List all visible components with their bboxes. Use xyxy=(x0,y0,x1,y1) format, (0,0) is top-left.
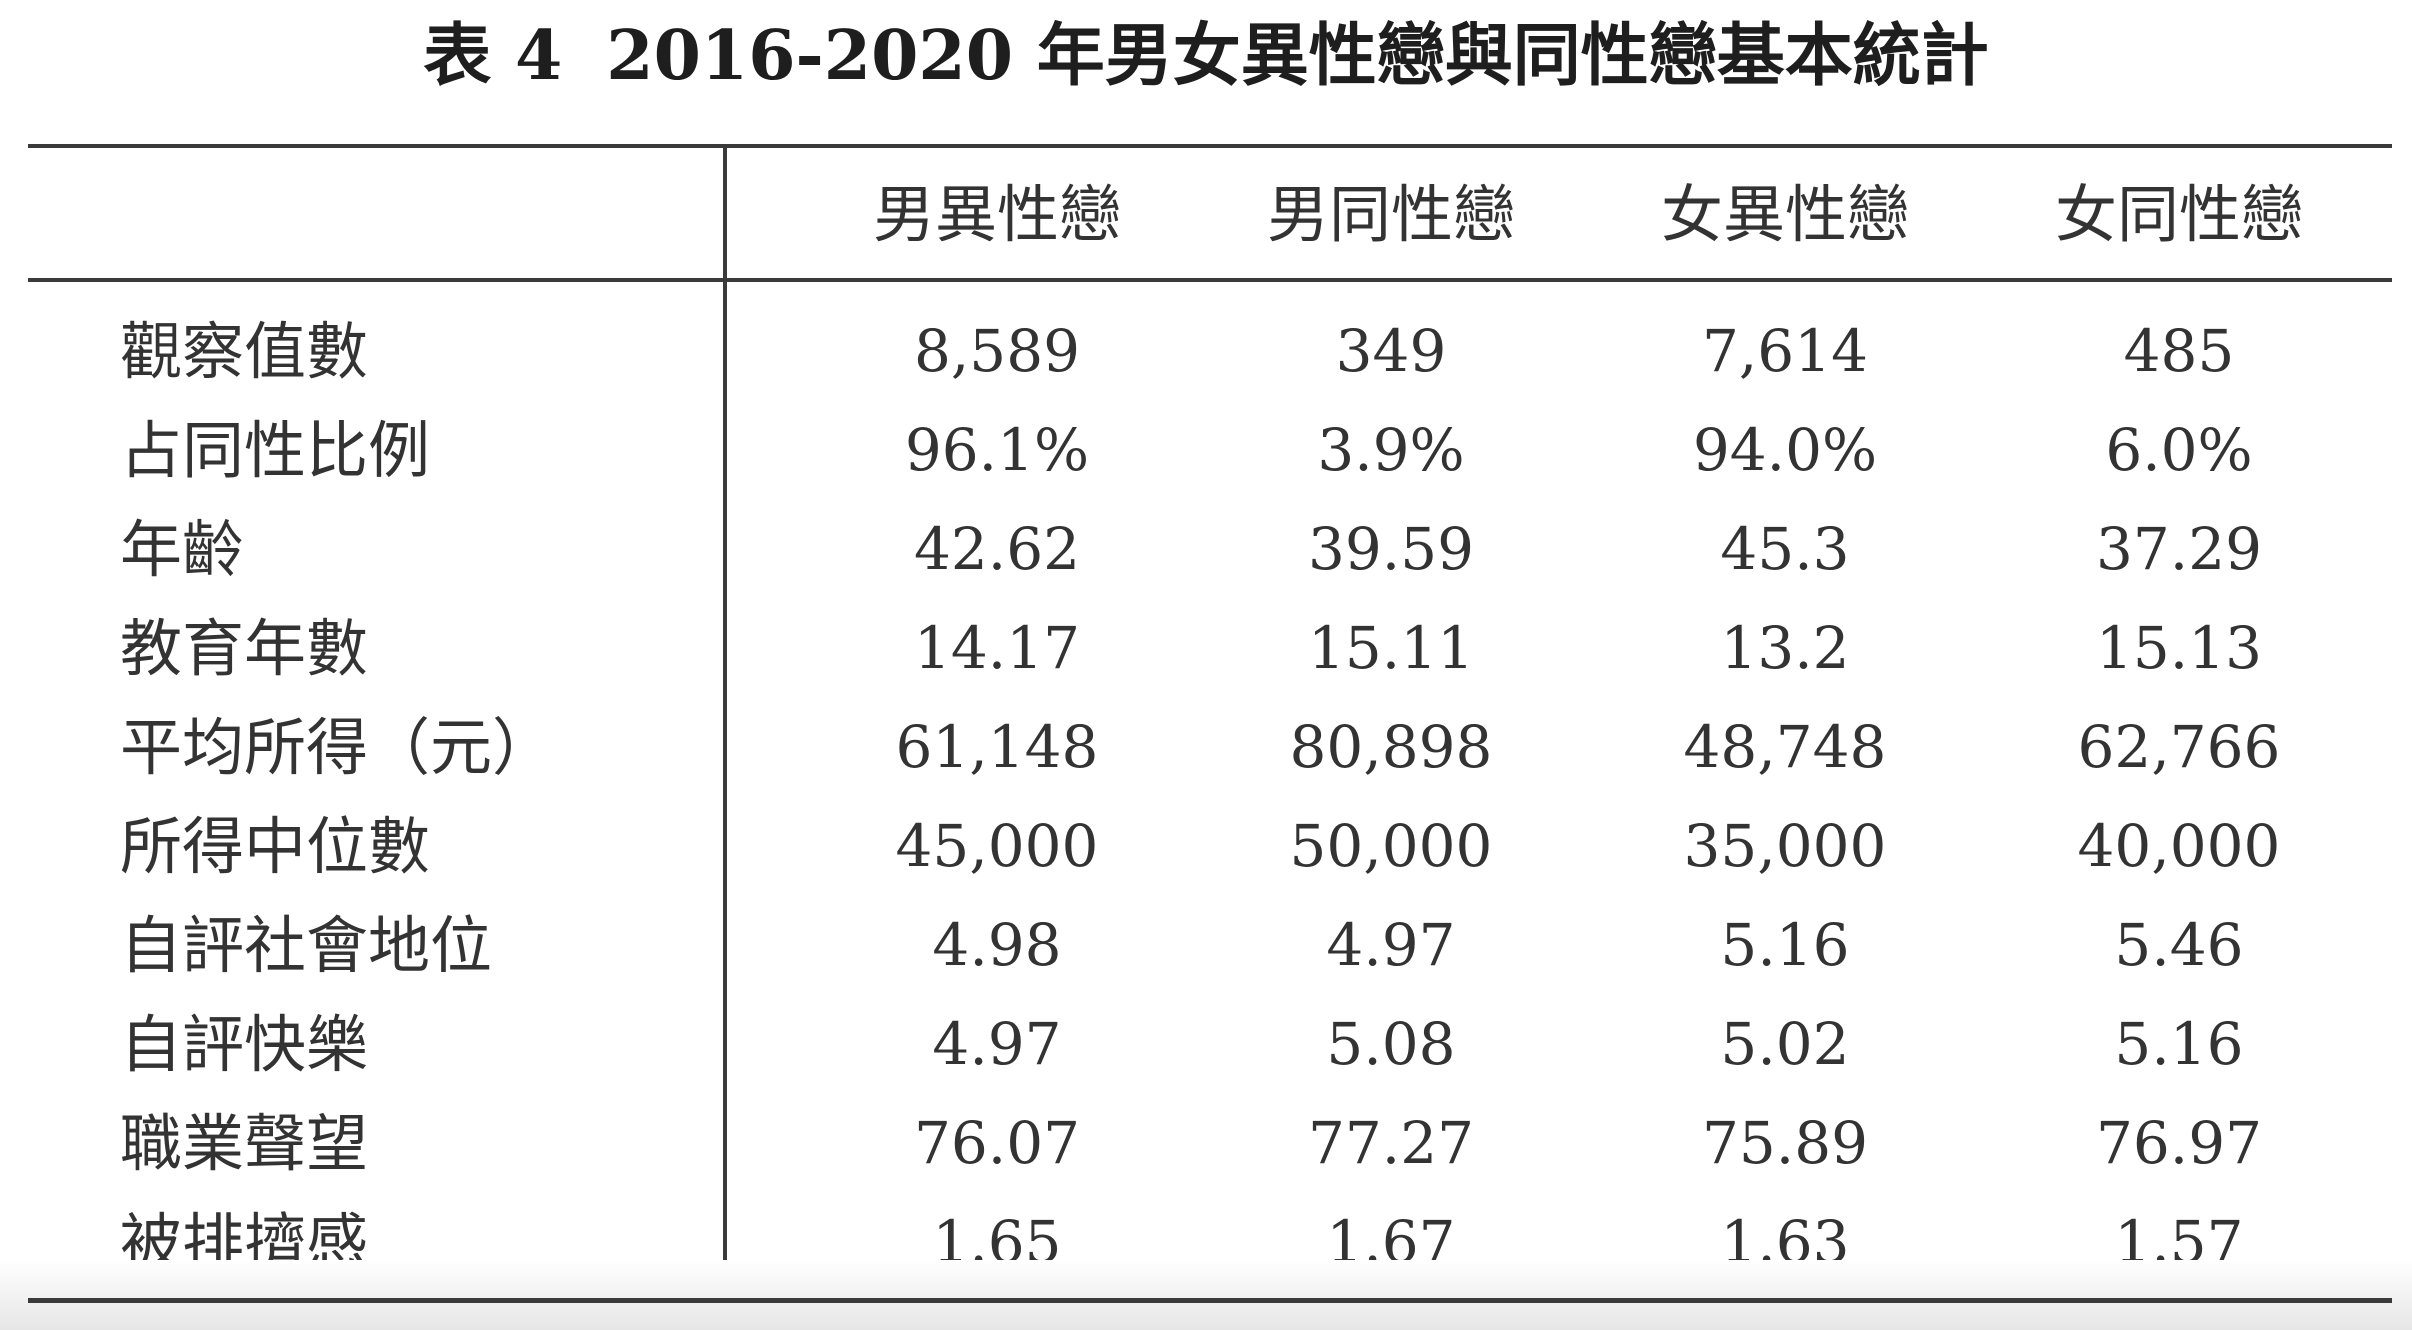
table-cell: 45.3 xyxy=(1720,515,1850,583)
table-cell: 45,000 xyxy=(895,812,1099,880)
table-stub-divider xyxy=(723,146,727,1300)
row-label: 自評社會地位 xyxy=(120,909,493,982)
table-cell: 5.08 xyxy=(1326,1010,1456,1078)
table-cell: 6.0% xyxy=(2105,416,2253,484)
table-cell: 5.02 xyxy=(1720,1010,1850,1078)
column-header: 男同性戀 xyxy=(1266,178,1515,251)
row-label: 觀察值數 xyxy=(120,315,369,388)
table-cell: 61,148 xyxy=(895,713,1099,781)
table-cell: 5.16 xyxy=(1720,911,1850,979)
table-cell: 77.27 xyxy=(1307,1109,1475,1177)
row-label: 所得中位數 xyxy=(120,810,431,883)
table-bottom-rule xyxy=(28,1298,2392,1303)
table-cell: 485 xyxy=(2123,317,2235,385)
table-row: 年齡 42.62 39.59 45.3 37.29 xyxy=(0,500,2412,599)
table-cell: 5.16 xyxy=(2114,1010,2244,1078)
table-row: 平均所得（元） 61,148 80,898 48,748 62,766 xyxy=(0,698,2412,797)
table-cell: 42.62 xyxy=(913,515,1081,583)
table-cell: 14.17 xyxy=(913,614,1081,682)
table-top-rule xyxy=(28,144,2392,148)
table-cell: 76.97 xyxy=(2095,1109,2263,1177)
table-cell: 35,000 xyxy=(1683,812,1887,880)
table-cell: 80,898 xyxy=(1289,713,1493,781)
page-bottom-shadow xyxy=(0,1260,2412,1330)
table-row: 占同性比例 96.1% 3.9% 94.0% 6.0% xyxy=(0,401,2412,500)
column-header: 男異性戀 xyxy=(872,178,1121,251)
row-label: 職業聲望 xyxy=(120,1107,369,1180)
table-cell: 37.29 xyxy=(2095,515,2263,583)
table-cell: 349 xyxy=(1335,317,1447,385)
column-header: 女異性戀 xyxy=(1660,178,1909,251)
table-cell: 50,000 xyxy=(1289,812,1493,880)
table-row: 自評快樂 4.97 5.08 5.02 5.16 xyxy=(0,995,2412,1094)
table-cell: 8,589 xyxy=(913,317,1081,385)
table-cell: 15.13 xyxy=(2095,614,2263,682)
table-title: 表 4 2016-2020 年男女異性戀與同性戀基本統計 xyxy=(0,6,2412,106)
table-row: 自評社會地位 4.98 4.97 5.16 5.46 xyxy=(0,896,2412,995)
table-cell: 96.1% xyxy=(904,416,1090,484)
row-label: 自評快樂 xyxy=(120,1008,369,1081)
row-label: 平均所得（元） xyxy=(120,711,555,784)
table-number: 表 4 xyxy=(423,16,563,96)
table-cell: 13.2 xyxy=(1720,614,1850,682)
table-cell: 48,748 xyxy=(1683,713,1887,781)
table-header-rule xyxy=(28,278,2392,282)
row-label: 占同性比例 xyxy=(120,414,431,487)
table-row: 所得中位數 45,000 50,000 35,000 40,000 xyxy=(0,797,2412,896)
table-cell: 62,766 xyxy=(2077,713,2281,781)
table-cell: 4.98 xyxy=(932,911,1062,979)
table-cell: 15.11 xyxy=(1307,614,1475,682)
table-cell: 75.89 xyxy=(1701,1109,1869,1177)
table-cell: 94.0% xyxy=(1692,416,1878,484)
table-cell: 7,614 xyxy=(1701,317,1869,385)
table-cell: 4.97 xyxy=(932,1010,1062,1078)
table-cell: 40,000 xyxy=(2077,812,2281,880)
table-row: 觀察值數 8,589 349 7,614 485 xyxy=(0,302,2412,401)
table-title-text: 2016-2020 年男女異性戀與同性戀基本統計 xyxy=(606,16,1989,96)
table-cell: 5.46 xyxy=(2114,911,2244,979)
row-label: 教育年數 xyxy=(120,612,369,685)
table-row: 教育年數 14.17 15.11 13.2 15.13 xyxy=(0,599,2412,698)
table-cell: 4.97 xyxy=(1326,911,1456,979)
table-row: 職業聲望 76.07 77.27 75.89 76.97 xyxy=(0,1094,2412,1193)
table-cell: 76.07 xyxy=(913,1109,1081,1177)
row-label: 年齡 xyxy=(120,513,245,586)
column-header: 女同性戀 xyxy=(2054,178,2303,251)
table-cell: 3.9% xyxy=(1317,416,1465,484)
table-cell: 39.59 xyxy=(1307,515,1475,583)
